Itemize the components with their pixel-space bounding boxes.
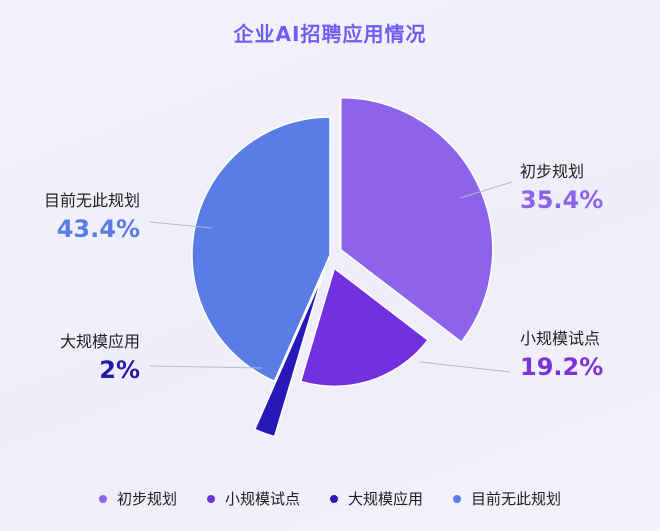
legend-dot-icon	[98, 494, 107, 503]
legend-label: 初步规划	[116, 490, 177, 508]
legend-dot-icon	[330, 494, 338, 503]
leader-line-daguimo	[149, 365, 263, 369]
legend-dot-icon	[453, 494, 462, 503]
legend-label: 目前无此规划	[471, 490, 562, 508]
label-daguimo: 大规模应用 2%	[59, 332, 140, 384]
legend-label: 小规模试点	[224, 490, 300, 508]
chart-title: 企业AI招聘应用情况	[233, 22, 427, 46]
slice-daguimo[interactable]	[253, 275, 324, 438]
label-wuguihua: 目前无此规划 43.4%	[43, 191, 140, 243]
label-daguimo-name: 大规模应用	[59, 332, 140, 351]
chart-legend: 初步规划 小规模试点 大规模应用 目前无此规划	[0, 488, 660, 509]
legend-item-chubu[interactable]: 初步规划	[98, 488, 177, 509]
legend-item-daguimo[interactable]: 大规模应用	[330, 488, 423, 509]
leader-line-wuguihua	[149, 221, 213, 229]
label-daguimo-pct: 2%	[99, 356, 140, 384]
label-chubu-pct: 35.4%	[520, 186, 604, 214]
label-chubu-name: 初步规划	[520, 162, 585, 181]
label-chubu: 初步规划 35.4%	[520, 162, 604, 214]
legend-item-wuguihua[interactable]: 目前无此规划	[453, 488, 561, 509]
legend-item-xiaoguimo[interactable]: 小规模试点	[206, 488, 300, 509]
slice-chubu[interactable]	[340, 96, 494, 344]
label-wuguihua-name: 目前无此规划	[43, 191, 140, 210]
label-xiaoguimo: 小规模试点 19.2%	[520, 329, 604, 381]
legend-label: 大规模应用	[348, 490, 424, 508]
legend-dot-icon	[206, 494, 215, 503]
slice-xiaoguimo[interactable]	[299, 267, 430, 388]
label-xiaoguimo-name: 小规模试点	[520, 329, 601, 348]
label-xiaoguimo-pct: 19.2%	[520, 353, 604, 381]
leader-line-chubu	[459, 181, 513, 199]
slice-wuguihua[interactable]	[191, 116, 331, 383]
label-wuguihua-pct: 43.4%	[56, 215, 140, 243]
leader-line-xiaoguimo	[419, 361, 511, 373]
